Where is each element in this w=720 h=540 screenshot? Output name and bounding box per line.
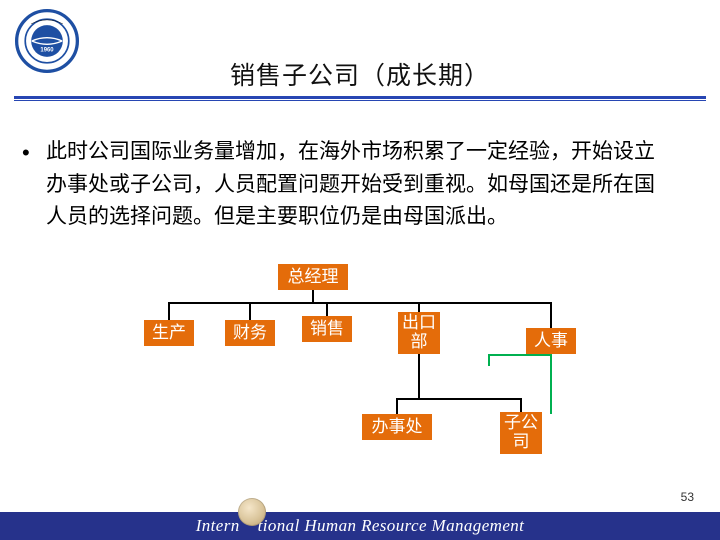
connector-green	[488, 354, 490, 366]
org-node-root: 总经理	[278, 264, 348, 290]
connector	[168, 302, 552, 304]
org-node-finance: 财务	[225, 320, 275, 346]
org-node-hr: 人事	[526, 328, 576, 354]
connector	[396, 398, 398, 414]
footer-text: Intern tional Human Resource Management	[0, 512, 720, 540]
connector	[550, 302, 552, 328]
org-chart: 总经理 生产 财务 销售 出口部 人事 办事处 子公司	[0, 0, 720, 540]
connector	[168, 302, 170, 320]
connector	[326, 302, 328, 316]
org-node-production: 生产	[144, 320, 194, 346]
org-node-office: 办事处	[362, 414, 432, 440]
connector	[418, 354, 420, 398]
footer-text-right: tional Human Resource Management	[258, 516, 525, 535]
connector-green	[550, 354, 552, 414]
connector-green	[488, 354, 552, 356]
org-node-export: 出口部	[398, 312, 440, 354]
org-node-sales: 销售	[302, 316, 352, 342]
footer-emblem-icon	[238, 498, 266, 526]
connector	[249, 302, 251, 320]
connector	[396, 398, 522, 400]
footer-text-left: Intern	[196, 516, 240, 535]
page-number: 53	[681, 490, 694, 504]
connector	[312, 290, 314, 302]
org-node-subsidiary: 子公司	[500, 412, 542, 454]
